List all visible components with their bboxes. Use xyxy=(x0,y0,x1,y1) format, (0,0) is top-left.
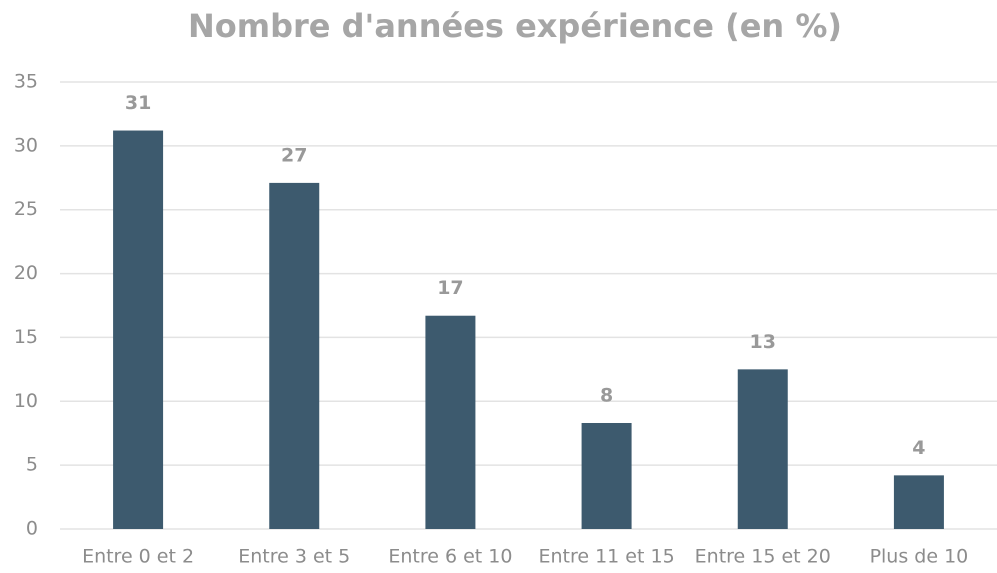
value-label: 13 xyxy=(750,331,776,353)
y-tick-label: 30 xyxy=(14,134,38,156)
bar xyxy=(269,182,320,529)
x-tick-label: Plus de 10 xyxy=(870,546,969,568)
value-label: 27 xyxy=(281,144,307,166)
value-label: 8 xyxy=(600,384,613,406)
x-tick-label: Entre 11 et 15 xyxy=(538,546,674,568)
value-label: 17 xyxy=(437,277,463,299)
bar xyxy=(737,369,788,529)
bar xyxy=(893,475,944,529)
x-tick-label: Entre 0 et 2 xyxy=(82,546,194,568)
y-tick-label: 35 xyxy=(14,71,38,93)
bar xyxy=(581,422,632,529)
y-tick-label: 10 xyxy=(14,390,38,412)
x-tick-label: Entre 15 et 20 xyxy=(695,546,831,568)
y-tick-label: 15 xyxy=(14,326,38,348)
y-tick-label: 25 xyxy=(14,198,38,220)
x-tick-label: Entre 6 et 10 xyxy=(388,546,512,568)
chart-title: Nombre d'années expérience (en %) xyxy=(188,7,842,45)
bar xyxy=(425,315,476,529)
x-tick-label: Entre 3 et 5 xyxy=(238,546,350,568)
bar xyxy=(113,130,164,529)
y-tick-label: 5 xyxy=(26,454,38,476)
value-label: 4 xyxy=(912,437,925,459)
value-label: 31 xyxy=(125,92,151,114)
y-tick-label: 20 xyxy=(14,262,38,284)
y-tick-label: 0 xyxy=(26,518,38,540)
